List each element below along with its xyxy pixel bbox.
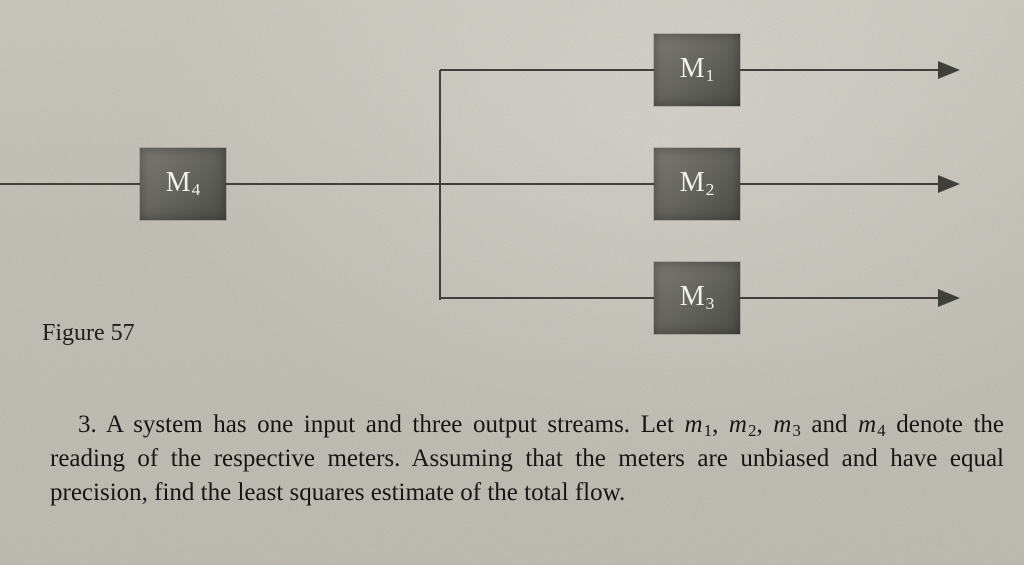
meter-label: M4 xyxy=(166,169,201,199)
meter-label: M3 xyxy=(680,283,715,313)
page-surface: M4 M1 M2 M3 Figure 57 3. A system has one i… xyxy=(0,0,1024,565)
meter-m4: M4 xyxy=(140,148,226,220)
arrowhead-icon xyxy=(938,61,960,79)
var-m4: m4 xyxy=(858,411,886,438)
var-m3: m3 xyxy=(773,411,801,438)
problem-text: 3. A system has one input and three outp… xyxy=(50,408,1004,510)
flow-diagram: M4 M1 M2 M3 xyxy=(0,0,1024,360)
flow-line-horizontal xyxy=(0,183,140,185)
meter-label: M2 xyxy=(680,169,715,199)
meter-m2: M2 xyxy=(654,148,740,220)
flow-line-horizontal xyxy=(740,69,938,71)
var-m2: m2 xyxy=(729,411,757,438)
flow-line-horizontal xyxy=(440,297,654,299)
arrowhead-icon xyxy=(938,289,960,307)
flow-line-horizontal xyxy=(740,297,938,299)
problem-part: A system has one input and three output … xyxy=(106,411,685,438)
arrowhead-icon xyxy=(938,175,960,193)
flow-line-horizontal xyxy=(226,183,440,185)
figure-caption: Figure 57 xyxy=(42,320,135,347)
problem-number: 3. xyxy=(78,411,97,438)
meter-m1: M1 xyxy=(654,34,740,106)
meter-label: M1 xyxy=(680,55,715,85)
meter-m3: M3 xyxy=(654,262,740,334)
flow-line-horizontal xyxy=(440,183,654,185)
flow-line-horizontal xyxy=(740,183,938,185)
flow-line-vertical xyxy=(439,70,441,300)
flow-line-horizontal xyxy=(440,69,654,71)
var-m1: m1 xyxy=(685,411,713,438)
